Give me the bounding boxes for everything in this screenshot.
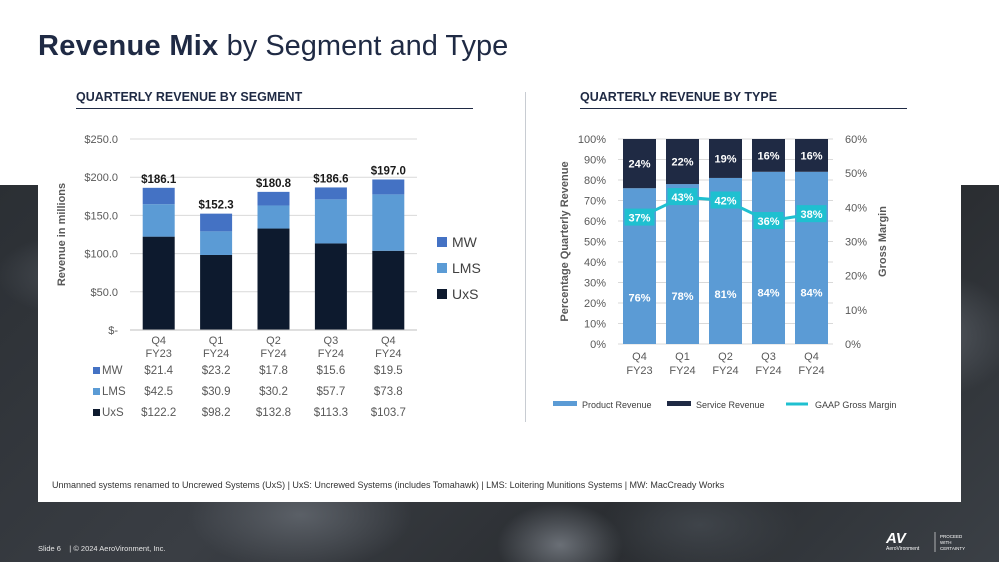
seg-xtick-label: Q2 (266, 335, 281, 347)
panel-divider (525, 92, 526, 422)
page-title: Revenue Mix by Segment and Type (38, 30, 509, 62)
seg-table-cell: $17.8 (259, 365, 288, 377)
seg-table-swatch (93, 367, 100, 374)
logo-mark: AV (885, 530, 908, 547)
seg-table-row-label: MW (102, 365, 123, 377)
seg-legend-label: UxS (452, 286, 478, 302)
seg-table-cell: $30.2 (259, 386, 288, 398)
seg-bar-uxs (142, 236, 175, 330)
seg-legend-label: LMS (452, 260, 481, 276)
seg-xtick-label: Q4 (381, 335, 396, 347)
seg-bar-mw (257, 191, 290, 206)
seg-ytick-label: $- (108, 325, 118, 337)
seg-table-cell: $15.6 (317, 365, 346, 377)
seg-table-cell: $57.7 (317, 386, 346, 398)
seg-table-cell: $30.9 (202, 386, 231, 398)
seg-table-cell: $42.5 (144, 386, 173, 398)
seg-xtick-label: FY24 (203, 348, 229, 360)
segment-title-rule (76, 108, 473, 109)
seg-bar-uxs (314, 243, 347, 330)
tagline-line-3: CERTAINTY (940, 546, 965, 551)
seg-table-cell: $21.4 (144, 365, 173, 377)
seg-y-axis-label: Revenue in millions (56, 183, 68, 286)
seg-table-cell: $23.2 (202, 365, 231, 377)
seg-legend-swatch (437, 263, 447, 273)
seg-table-cell: $122.2 (141, 407, 176, 419)
logo-wordmark: AeroVironment (886, 546, 920, 552)
seg-table-row-label: UxS (102, 407, 124, 419)
seg-xtick-label: FY24 (318, 348, 344, 360)
seg-bar-mw (200, 213, 233, 232)
seg-bar-uxs (200, 254, 233, 330)
seg-bar-uxs (372, 250, 405, 330)
seg-table-cell: $98.2 (202, 407, 231, 419)
seg-total-label: $180.8 (256, 178, 292, 190)
seg-ytick-label: $200.0 (84, 172, 118, 184)
seg-xtick-label: Q4 (151, 335, 166, 347)
seg-bar-mw (314, 187, 347, 200)
type-chart-title: QUARTERLY REVENUE BY TYPE (580, 90, 778, 104)
seg-table-swatch (93, 409, 100, 416)
seg-table-swatch (93, 388, 100, 395)
seg-table-cell: $73.8 (374, 386, 403, 398)
type-title-rule (580, 108, 907, 109)
seg-bar-mw (142, 187, 175, 205)
seg-table-cell: $103.7 (371, 407, 406, 419)
seg-legend-label: MW (452, 234, 478, 250)
seg-table-cell: $132.8 (256, 407, 291, 419)
tagline-line-1: PROCEED (940, 534, 963, 539)
seg-total-label: $152.3 (199, 200, 234, 212)
seg-bar-lms (142, 204, 175, 237)
slide-number: Slide 6 (38, 544, 61, 553)
copyright: | © 2024 AeroVironment, Inc. (69, 544, 166, 553)
segment-chart-title: QUARTERLY REVENUE BY SEGMENT (76, 90, 303, 104)
seg-bar-uxs (257, 228, 290, 330)
seg-bar-lms (200, 231, 233, 255)
seg-table-cell: $113.3 (314, 407, 348, 419)
seg-total-label: $186.6 (313, 173, 348, 185)
seg-ytick-label: $250.0 (84, 134, 118, 146)
seg-total-label: $186.1 (141, 174, 177, 186)
slide-footer: Slide 6 | © 2024 AeroVironment, Inc. (38, 544, 165, 553)
seg-bar-lms (314, 199, 347, 244)
seg-xtick-label: Q3 (324, 335, 339, 347)
seg-xtick-label: FY24 (375, 348, 401, 360)
seg-legend-swatch (437, 237, 447, 247)
seg-ytick-label: $50.0 (90, 287, 118, 299)
seg-xtick-label: FY23 (146, 348, 172, 360)
seg-ytick-label: $150.0 (84, 210, 118, 222)
seg-legend-swatch (437, 289, 447, 299)
seg-xtick-label: FY24 (260, 348, 286, 360)
seg-bar-lms (372, 194, 405, 251)
seg-ytick-label: $100.0 (84, 249, 118, 261)
aerovironment-logo: AV AeroVironment PROCEED WITH CERTAINTY (885, 530, 965, 552)
seg-xtick-label: Q1 (209, 335, 224, 347)
seg-table-row-label: LMS (102, 386, 126, 398)
seg-table-cell: $19.5 (374, 365, 403, 377)
footnote: Unmanned systems renamed to Uncrewed Sys… (52, 480, 725, 490)
seg-bar-mw (372, 179, 405, 195)
tagline-line-2: WITH (940, 540, 952, 545)
seg-total-label: $197.0 (371, 165, 406, 177)
seg-bar-lms (257, 205, 290, 229)
